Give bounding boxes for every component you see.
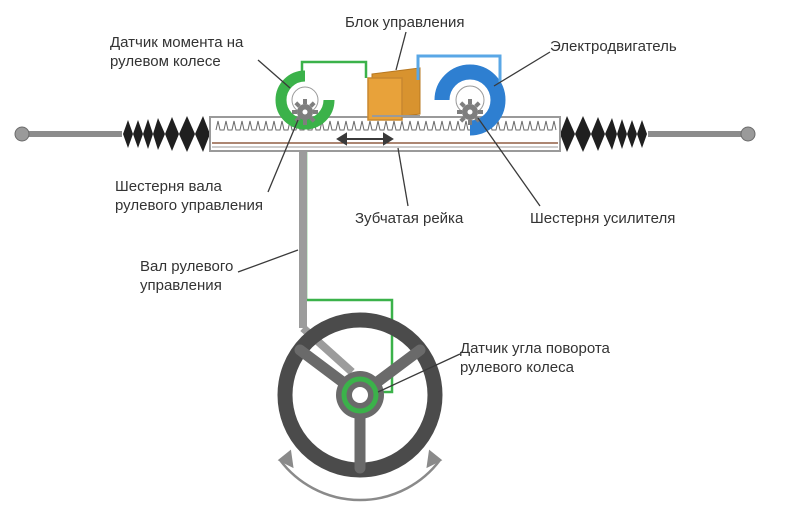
label-amp-gear: Шестерня усилителя [530,210,675,229]
ball-joint-left [15,127,29,141]
label-steering-shaft: Вал рулевого управления [140,258,233,296]
green-wire-angle [306,152,392,392]
pinion-gear-icon [292,99,318,125]
ball-joint-right [741,127,755,141]
label-rack-gear: Зубчатая рейка [355,210,463,229]
label-ecu: Блок управления [345,14,464,33]
label-torque-sensor: Датчик момента на рулевом колесе [110,34,243,72]
label-motor: Электродвигатель [550,38,677,57]
boot-right [560,116,647,152]
boot-left [120,116,210,152]
steering-diagram [0,0,800,505]
amp-gear-icon [457,99,483,125]
label-angle-sensor: Датчик угла поворота рулевого колеса [460,340,610,378]
label-pinion-gear: Шестерня вала рулевого управления [115,178,263,216]
steering-wheel-icon [285,320,435,470]
ecu-icon [368,68,420,120]
steering-shaft [299,152,307,328]
green-wire-top [302,62,366,78]
